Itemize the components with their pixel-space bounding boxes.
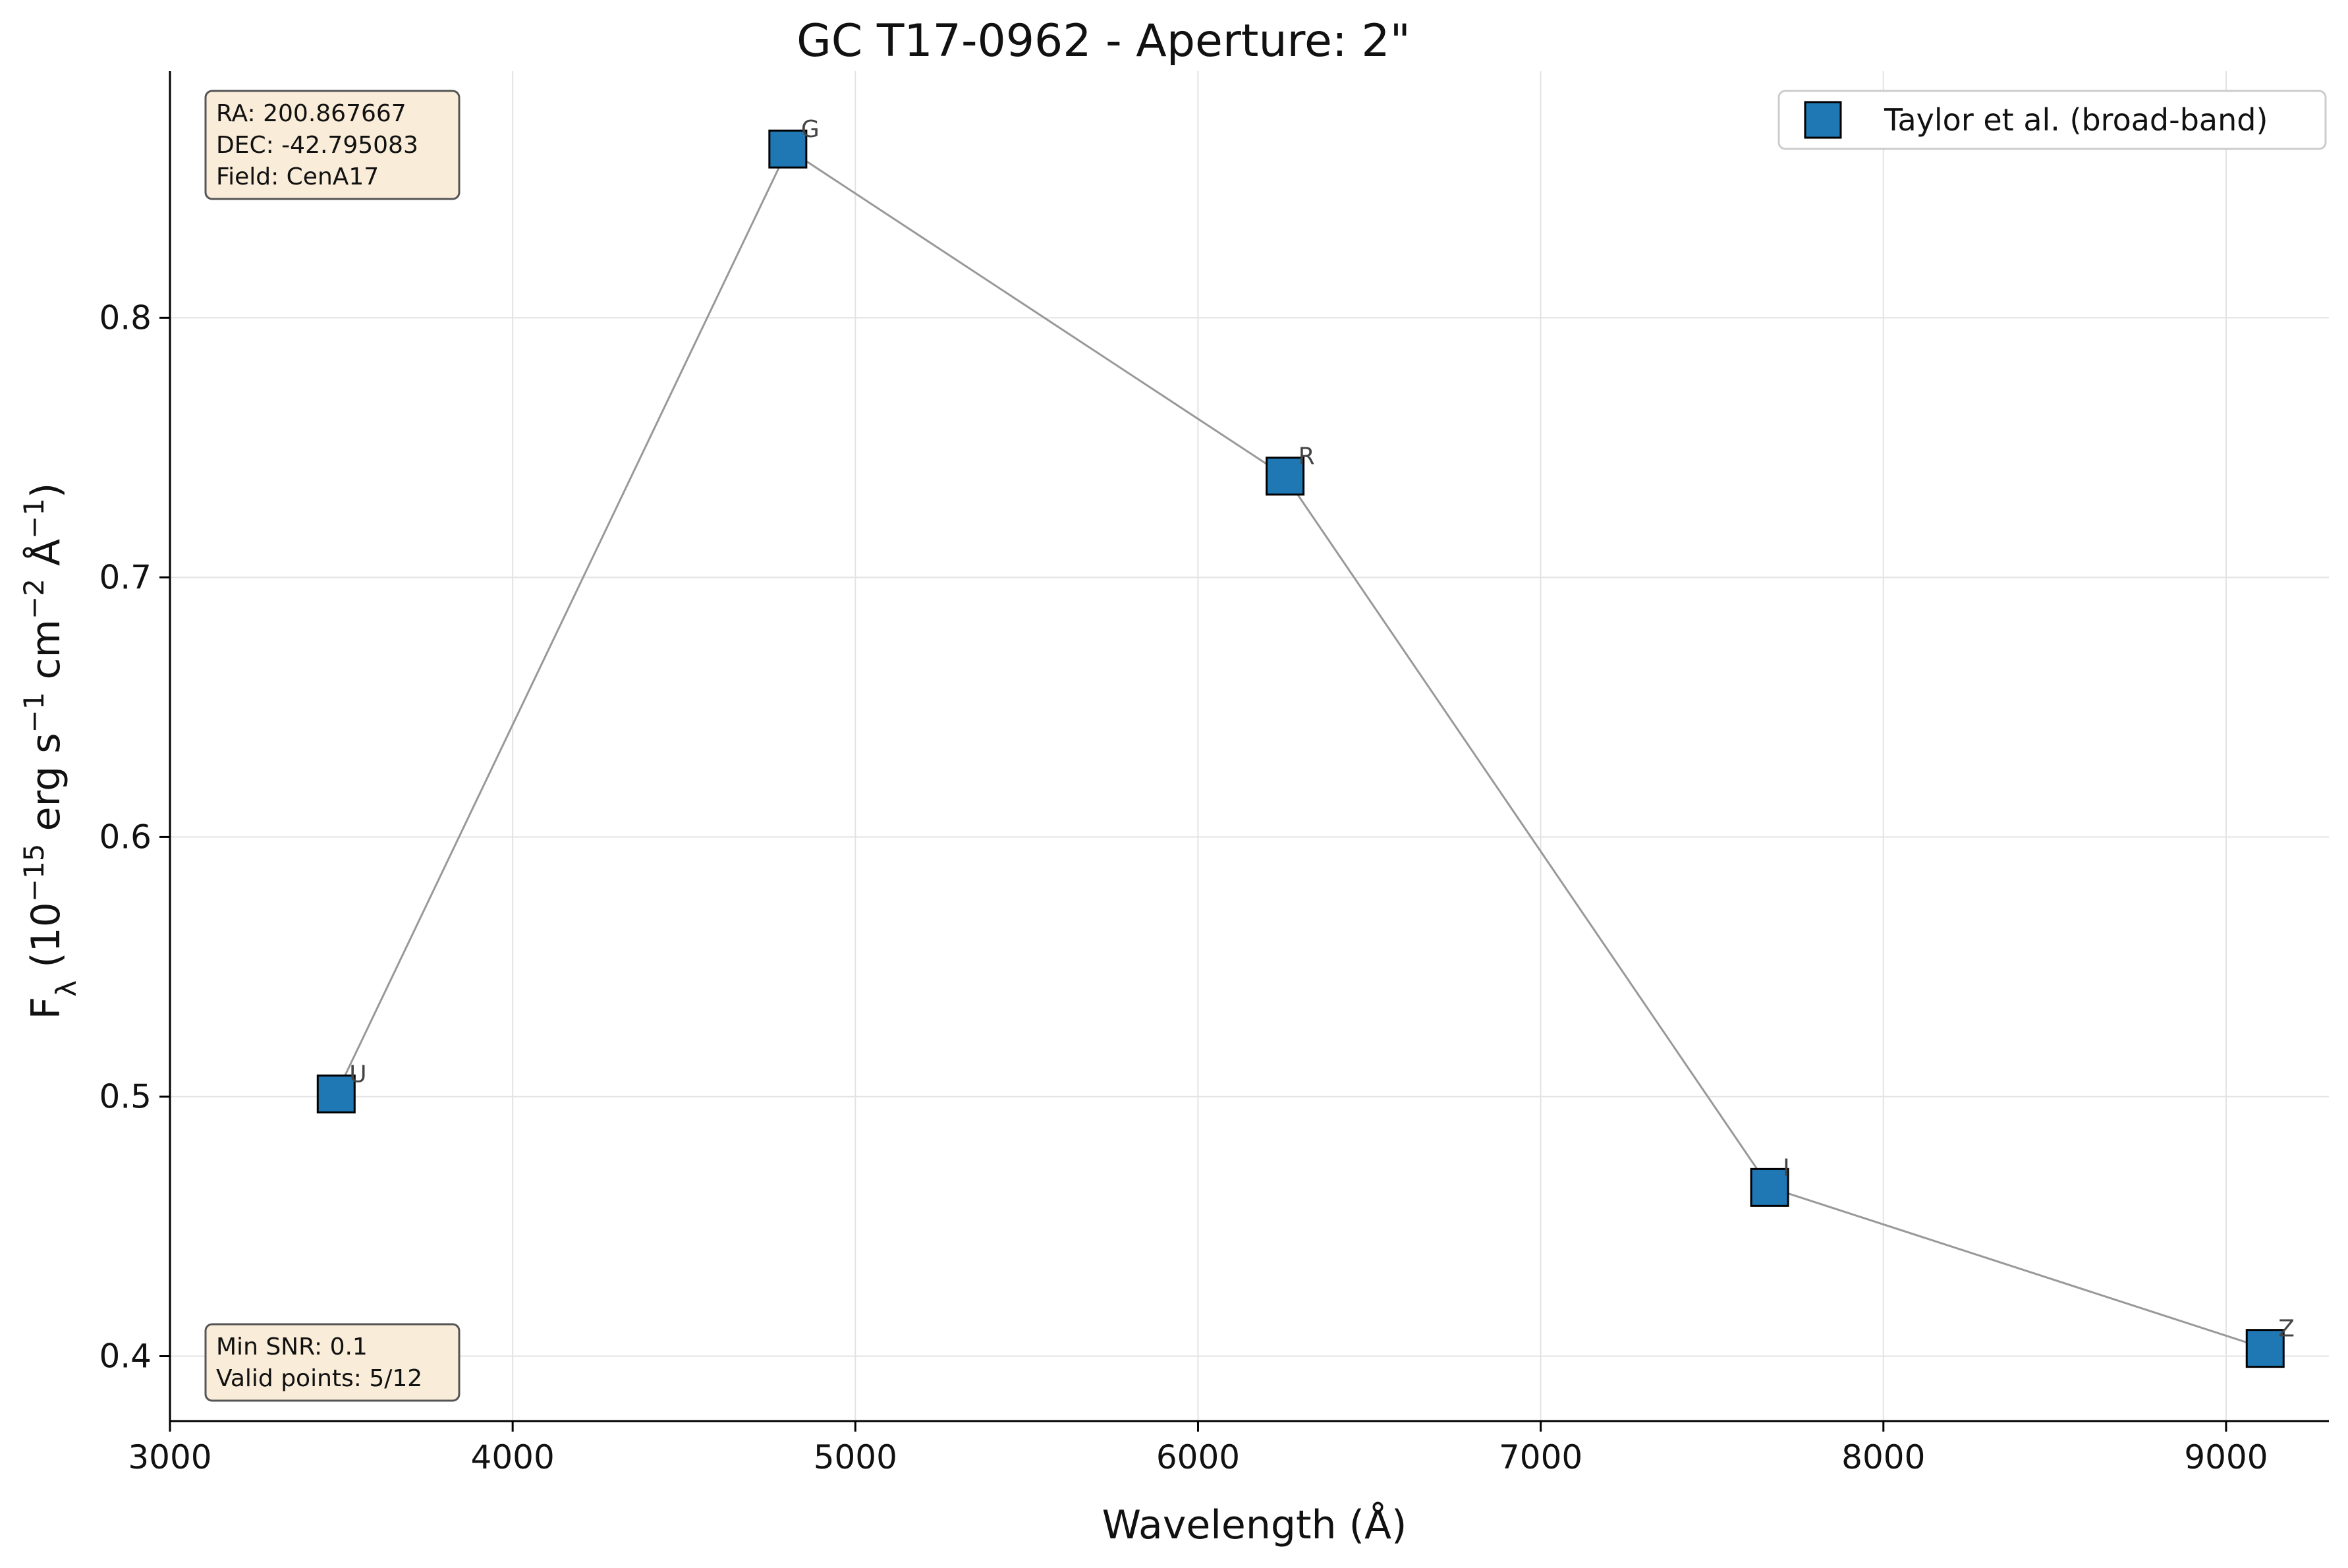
band-label-g: G [801, 116, 820, 143]
data-point-u [316, 1075, 356, 1114]
series-layer: U G R I Z [316, 116, 2295, 1368]
legend-frame [1777, 90, 2327, 150]
x-tick-label: 7000 [1499, 1438, 1582, 1476]
info-line: RA: 200.867667 [216, 100, 406, 127]
x-tick-label: 9000 [2184, 1438, 2268, 1476]
x-axis-label: Wavelength (Å) [1102, 1501, 1407, 1548]
band-label-r: R [1299, 443, 1315, 470]
y-tick-label: 0.7 [99, 558, 152, 596]
y-tick-label: 0.5 [99, 1077, 152, 1115]
x-tick-label: 4000 [471, 1438, 555, 1476]
axes: 3000 4000 5000 6000 7000 8000 9000 0.4 0.5 0.6 0.7… [99, 71, 2329, 1476]
info-box-coordinates: RA: 200.867667 DEC: -42.795083 Field: CenA… [204, 90, 461, 200]
y-tick-label: 0.6 [99, 818, 152, 856]
band-label-u: U [349, 1061, 366, 1088]
x-tick-label: 6000 [1156, 1438, 1240, 1476]
y-tick-label: 0.4 [99, 1337, 152, 1375]
legend-marker-square [1804, 101, 1842, 139]
data-point-z [2245, 1329, 2285, 1368]
info-line: Field: CenA17 [216, 163, 379, 190]
x-tick-label: 5000 [814, 1438, 897, 1476]
info-line: Valid points: 5/12 [216, 1365, 422, 1392]
info-box-stats: Min SNR: 0.1 Valid points: 5/12 [204, 1323, 461, 1402]
info-line: Min SNR: 0.1 [216, 1333, 368, 1360]
info-box-frame [204, 1323, 461, 1402]
info-line: DEC: -42.795083 [216, 132, 418, 159]
grid-lines [169, 71, 2329, 1421]
data-point-r [1266, 457, 1305, 496]
data-point-i [1750, 1167, 1789, 1207]
y-axis-label: Fλ (10−15 erg s−1 cm−2 Å−1) [18, 483, 82, 1020]
legend: Taylor et al. (broad-band) [1777, 90, 2327, 150]
data-point-g [768, 129, 808, 169]
chart-title: GC T17-0962 - Aperture: 2" [797, 15, 1411, 67]
band-label-z: Z [2278, 1316, 2295, 1343]
legend-label: Taylor et al. (broad-band) [1884, 102, 2268, 138]
x-tick-label: 8000 [1841, 1438, 1925, 1476]
y-tick-label: 0.8 [99, 298, 152, 337]
band-label-i: I [1783, 1154, 1790, 1181]
series-line [335, 148, 2266, 1350]
x-tick-label: 3000 [128, 1438, 211, 1476]
info-box-frame [204, 90, 461, 200]
